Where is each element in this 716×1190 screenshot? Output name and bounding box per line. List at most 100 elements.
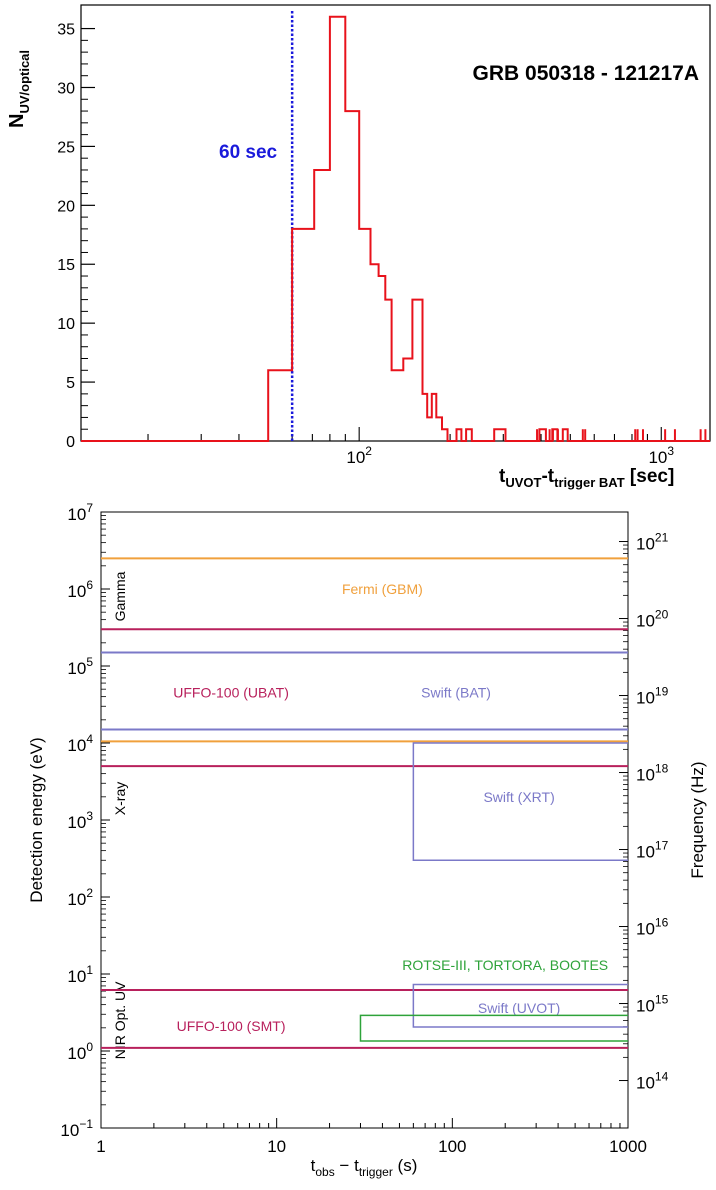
band-label: Gamma [112, 571, 128, 621]
histogram-y-ticks: 0 5 10 15 20 25 30 35 [57, 22, 95, 451]
histogram-x-axis-label-sub2: trigger BAT [554, 475, 625, 490]
frequency-tick-label-base: 10 [636, 689, 655, 708]
histogram-x-axis-label-unit: [sec] [625, 466, 675, 487]
histogram-x-tick-label: 103 [648, 444, 674, 467]
instrument-range-box [412, 983, 628, 1028]
frequency-tick-label-base: 10 [636, 612, 655, 631]
histogram-y-tick-label: 0 [66, 434, 75, 451]
sixty-second-marker-label: 60 sec [219, 142, 278, 163]
time-axis-label-sub1: obs [315, 1165, 334, 1179]
instrument-label: UFFO-100 (SMT) [177, 1018, 286, 1034]
energy-tick-label: 103 [67, 809, 93, 832]
energy-tick-label-base: 10 [67, 967, 86, 986]
frequency-tick-label-base: 10 [636, 920, 655, 939]
histogram-series-line [81, 15, 710, 442]
frequency-tick-label-exponent: 21 [655, 531, 669, 545]
coverage-plot-frame [100, 511, 629, 1129]
histogram-x-tick-label-exponent: 2 [365, 444, 372, 458]
energy-axis-label: Detection energy (eV) [27, 737, 46, 902]
histogram-y-tick-label: 30 [57, 80, 75, 97]
energy-tick-label: 105 [67, 655, 93, 678]
histogram-x-axis-label-dash: -t [541, 466, 554, 487]
instrument-range-box [412, 742, 628, 862]
histogram-y-tick-label: 20 [57, 198, 75, 215]
instrument-ranges: Fermi (GBM) UFFO-100 (UBAT) Swift (BAT) Swi… [101, 557, 628, 1049]
frequency-tick-label-exponent: 18 [655, 762, 669, 776]
histogram-y-axis-label-main: N [6, 114, 28, 128]
energy-tick-label-exponent: −1 [79, 1117, 93, 1131]
time-tick-label: 1 [96, 1137, 105, 1156]
energy-tick-label-base: 10 [60, 1121, 79, 1140]
time-axis-label-sub2: trigger [359, 1165, 393, 1179]
instrument-range-box [359, 1014, 628, 1042]
instrument-label: Fermi (GBM) [342, 581, 423, 597]
energy-tick-label-exponent: 5 [86, 655, 93, 669]
energy-tick-label: 102 [67, 886, 93, 909]
histogram-spikes [536, 429, 707, 441]
frequency-tick-label-exponent: 20 [655, 608, 669, 622]
band-label: X-ray [112, 782, 128, 815]
energy-tick-label-base: 10 [67, 659, 86, 678]
time-tick-label: 100 [438, 1137, 466, 1156]
energy-tick-label-base: 10 [67, 813, 86, 832]
energy-tick-label-base: 10 [67, 890, 86, 909]
histogram-y-tick-label: 15 [57, 257, 75, 274]
frequency-tick-label-exponent: 15 [655, 993, 669, 1007]
histogram-x-axis-label-sub1: UVOT [505, 475, 541, 490]
frequency-tick-label: 1017 [636, 839, 669, 862]
frequency-tick-label-exponent: 19 [655, 685, 669, 699]
frequency-tick-label: 1020 [636, 608, 669, 631]
frequency-tick-label: 1018 [636, 762, 669, 785]
instrument-label: Swift (XRT) [483, 789, 554, 805]
histogram-x-tick-label: 102 [346, 444, 372, 467]
instrument-label: Swift (BAT) [421, 685, 491, 701]
frequency-tick-label-base: 10 [636, 997, 655, 1016]
band-label: NIR Opt. UV [112, 981, 128, 1059]
histogram-y-tick-label: 5 [66, 375, 75, 392]
time-axis-ticks: 1 10 100 1000 [96, 1118, 647, 1156]
frequency-tick-label: 1016 [636, 916, 669, 939]
instrument-label: Swift (UVOT) [478, 1000, 560, 1016]
histogram-y-tick-label: 35 [57, 22, 75, 39]
histogram-plot-frame [80, 4, 711, 442]
histogram-y-axis-label: NUV/optical [6, 50, 32, 128]
frequency-tick-label: 1014 [636, 1070, 669, 1093]
frequency-tick-label-base: 10 [636, 1074, 655, 1093]
energy-tick-label: 104 [67, 732, 93, 755]
energy-tick-label-exponent: 4 [86, 732, 93, 746]
energy-tick-label-exponent: 0 [86, 1040, 93, 1054]
frequency-tick-label-exponent: 14 [655, 1070, 669, 1084]
energy-tick-label-base: 10 [67, 582, 86, 601]
energy-tick-label: 10−1 [60, 1117, 93, 1140]
histogram-x-tick-label-base: 10 [648, 448, 667, 467]
energy-tick-label: 101 [67, 963, 93, 986]
energy-tick-label-exponent: 6 [86, 578, 93, 592]
instrument-label: ROTSE-III, TORTORA, BOOTES [402, 957, 608, 973]
energy-tick-label: 106 [67, 578, 93, 601]
energy-tick-label-exponent: 1 [86, 963, 93, 977]
histogram-x-axis-label-t: t [499, 466, 506, 487]
frequency-tick-label: 1021 [636, 531, 669, 554]
histogram-x-tick-label-base: 10 [346, 448, 365, 467]
histogram-annotation: GRB 050318 - 121217A [473, 62, 699, 85]
frequency-tick-label-exponent: 16 [655, 916, 669, 930]
energy-tick-label-exponent: 7 [86, 501, 93, 515]
time-axis-label-unit: (s) [393, 1156, 418, 1175]
frequency-tick-label-exponent: 17 [655, 839, 669, 853]
frequency-tick-label-base: 10 [636, 843, 655, 862]
time-axis-label-t1: t [311, 1156, 316, 1175]
histogram-x-tick-label-exponent: 3 [667, 444, 674, 458]
frequency-tick-label-base: 10 [636, 766, 655, 785]
energy-tick-label-base: 10 [67, 736, 86, 755]
histogram-y-axis-label-sub: UV/optical [17, 50, 32, 114]
energy-tick-label-base: 10 [67, 1044, 86, 1063]
time-tick-label: 1000 [609, 1137, 647, 1156]
histogram-x-ticks: 102 103 [147, 427, 674, 467]
band-labels: Gamma X-ray NIR Opt. UV [112, 571, 128, 1059]
histogram-y-tick-label: 25 [57, 139, 75, 156]
